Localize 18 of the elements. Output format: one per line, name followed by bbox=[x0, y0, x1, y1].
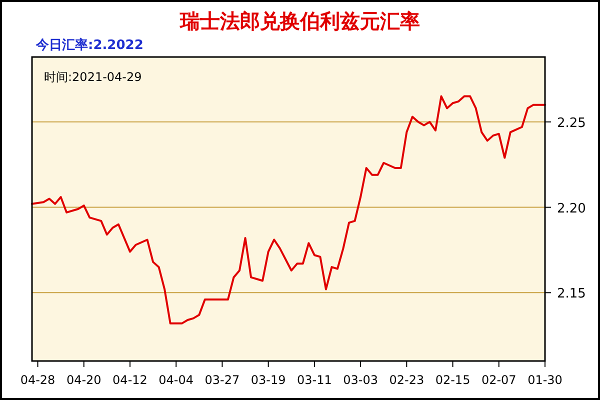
x-tick-label: 04-20 bbox=[66, 373, 102, 387]
x-tick-label: 03-11 bbox=[297, 373, 332, 387]
x-tick-label: 04-04 bbox=[158, 373, 194, 387]
y-tick-label: 2.15 bbox=[557, 286, 586, 302]
chart-title: 瑞士法郎兑换伯利兹元汇率 bbox=[179, 9, 420, 33]
x-tick-label: 02-07 bbox=[481, 373, 516, 387]
x-tick-label: 02-15 bbox=[435, 373, 470, 387]
x-tick-label: 03-03 bbox=[343, 373, 378, 387]
x-tick-label: 01-30 bbox=[528, 373, 562, 387]
x-tick-label: 03-19 bbox=[250, 373, 286, 387]
annotation: 时间:2021-04-29 bbox=[44, 70, 142, 84]
x-tick-label: 03-27 bbox=[204, 373, 240, 387]
x-tick-label: 02-23 bbox=[389, 373, 424, 387]
x-tick-label: 04-28 bbox=[20, 373, 56, 387]
x-tick-label: 04-12 bbox=[112, 373, 148, 387]
chart-subtitle: 今日汇率:2.2022 bbox=[35, 37, 144, 53]
y-tick-label: 2.25 bbox=[557, 116, 586, 131]
y-tick-label: 2.20 bbox=[557, 201, 586, 216]
